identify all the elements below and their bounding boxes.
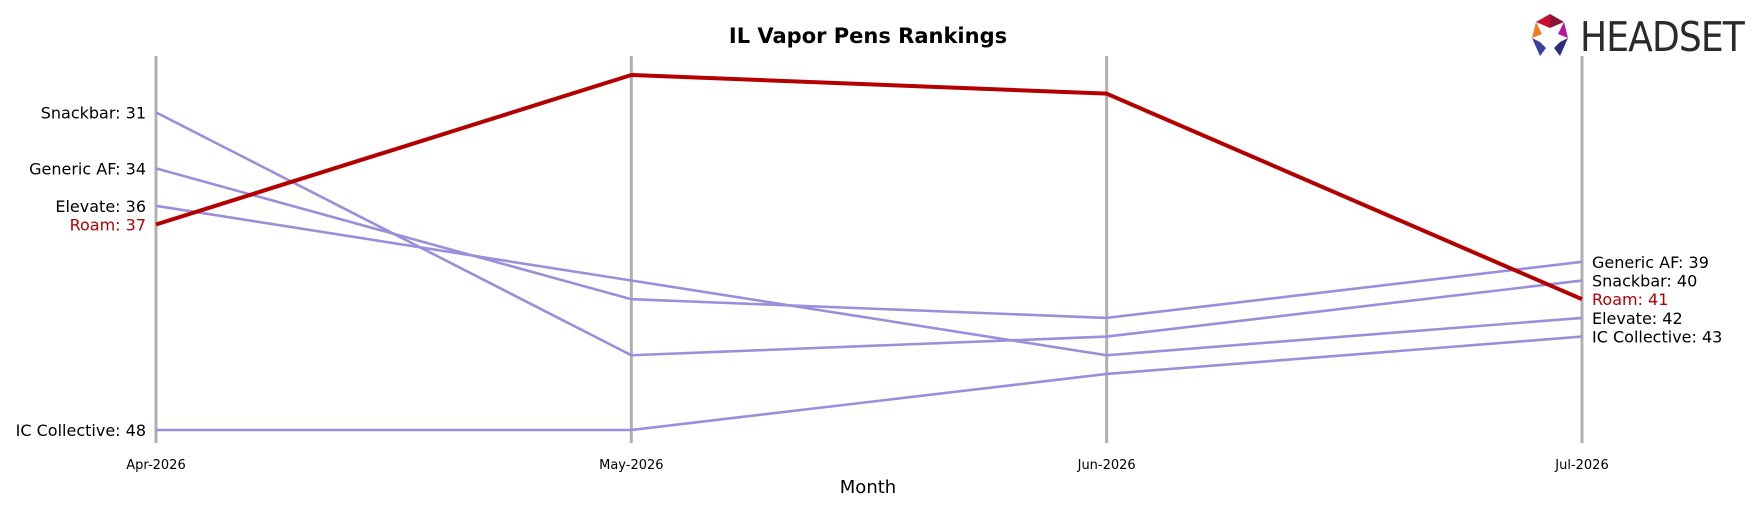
right-label-ic-collective: IC Collective: 43 xyxy=(1592,328,1722,347)
x-tick-label: Apr-2026 xyxy=(126,458,185,473)
x-tick-label: Jun-2026 xyxy=(1077,458,1136,473)
left-label-snackbar: Snackbar: 31 xyxy=(41,103,146,122)
series-line-ic-collective xyxy=(156,335,1583,432)
series-lines xyxy=(155,73,1583,432)
headset-logo: HEADSET xyxy=(1524,12,1754,62)
left-label-ic-collective: IC Collective: 48 xyxy=(16,421,146,440)
right-label-elevate: Elevate: 42 xyxy=(1592,309,1683,328)
left-label-generic-af: Generic AF: 34 xyxy=(29,159,146,178)
x-axis-label: Month xyxy=(840,477,896,498)
x-tick-label: Jul-2026 xyxy=(1554,458,1608,473)
right-label-generic-af: Generic AF: 39 xyxy=(1592,253,1709,272)
series-line-elevate xyxy=(155,204,1583,357)
series-line-generic-af xyxy=(155,167,1583,320)
headset-logo-icon xyxy=(1532,14,1568,56)
series-line-roam xyxy=(155,73,1583,302)
right-label-roam: Roam: 41 xyxy=(1592,290,1668,309)
month-axes: Apr-2026 May-2026 Jun-2026 Jul-2026 xyxy=(126,56,1609,473)
x-tick-label: May-2026 xyxy=(599,458,663,473)
headset-logo-wordmark: HEADSET xyxy=(1580,13,1745,61)
left-label-roam: Roam: 37 xyxy=(70,215,146,234)
chart-title: IL Vapor Pens Rankings xyxy=(729,24,1007,48)
left-label-elevate: Elevate: 36 xyxy=(55,197,146,216)
right-label-snackbar: Snackbar: 40 xyxy=(1592,272,1697,291)
